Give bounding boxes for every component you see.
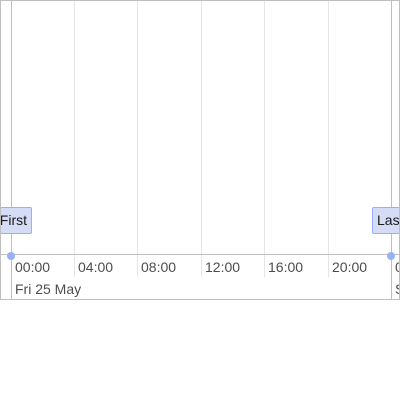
item-dot <box>7 252 15 260</box>
timeline-item[interactable]: Last <box>372 207 399 234</box>
grid-line <box>264 1 265 277</box>
minor-label: 08:00 <box>141 259 177 275</box>
grid-line <box>201 1 202 277</box>
minor-label: 00:00 <box>15 259 51 275</box>
minor-label: 04:00 <box>78 259 114 275</box>
major-grid-line <box>11 1 12 299</box>
axis-line <box>1 254 399 255</box>
minor-label: 20:00 <box>332 259 368 275</box>
timeline-item[interactable]: First <box>1 207 32 234</box>
major-label: Fri 25 May <box>15 281 82 297</box>
minor-label: 12:00 <box>205 259 241 275</box>
minor-label: 16:00 <box>268 259 304 275</box>
grid-line <box>74 1 75 277</box>
grid-line <box>137 1 138 277</box>
timeline[interactable]: 00:00 04:00 08:00 12:00 16:00 20:00 00:0… <box>0 0 400 300</box>
grid-line <box>328 1 329 277</box>
item-dot <box>387 252 395 260</box>
major-label: Sat 26 May <box>395 281 399 297</box>
major-grid-line <box>391 1 392 299</box>
minor-label: 00:00 <box>395 259 399 275</box>
